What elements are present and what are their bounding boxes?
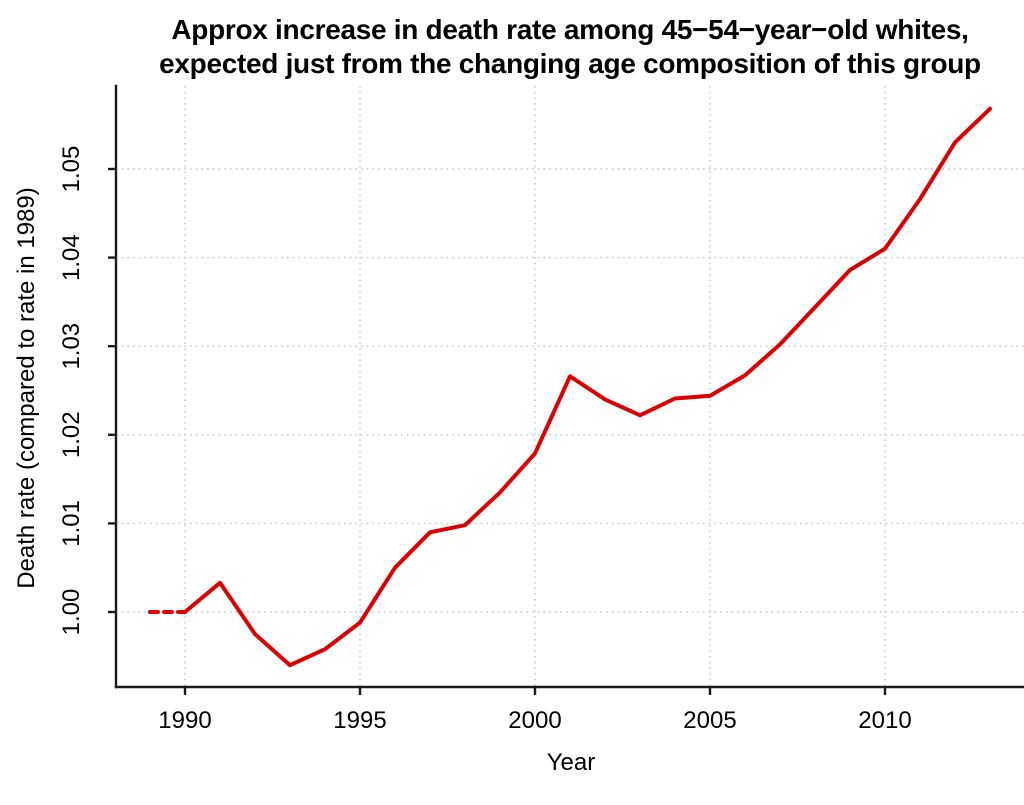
y-tick-label: 1.01 [58,500,85,547]
y-tick-label: 1.03 [58,323,85,370]
series-layer [148,106,992,668]
x-tick-label: 1995 [333,707,386,734]
chart-title-line1: Approx increase in death rate among 45−5… [171,14,968,45]
y-axis-title: Death rate (compared to rate in 1989) [13,187,40,589]
y-tick-label: 1.05 [58,146,85,193]
chart-title-line2: expected just from the changing age comp… [159,48,981,79]
data-line [183,106,992,668]
x-tick-label: 2005 [683,707,736,734]
grid-layer [116,86,1024,687]
x-axis-title: Year [547,749,596,776]
axes-layer [114,84,1024,689]
x-tick-label: 1990 [158,707,211,734]
tick-layer: 1990 1995 2000 2005 2010 1.00 1.01 1.02 1.03 1.04… [58,146,912,734]
y-tick-label: 1.04 [58,234,85,281]
y-tick-label: 1.02 [58,411,85,458]
x-tick-label: 2010 [858,707,911,734]
y-tick-label: 1.00 [58,589,85,636]
x-tick-label: 2000 [508,707,561,734]
